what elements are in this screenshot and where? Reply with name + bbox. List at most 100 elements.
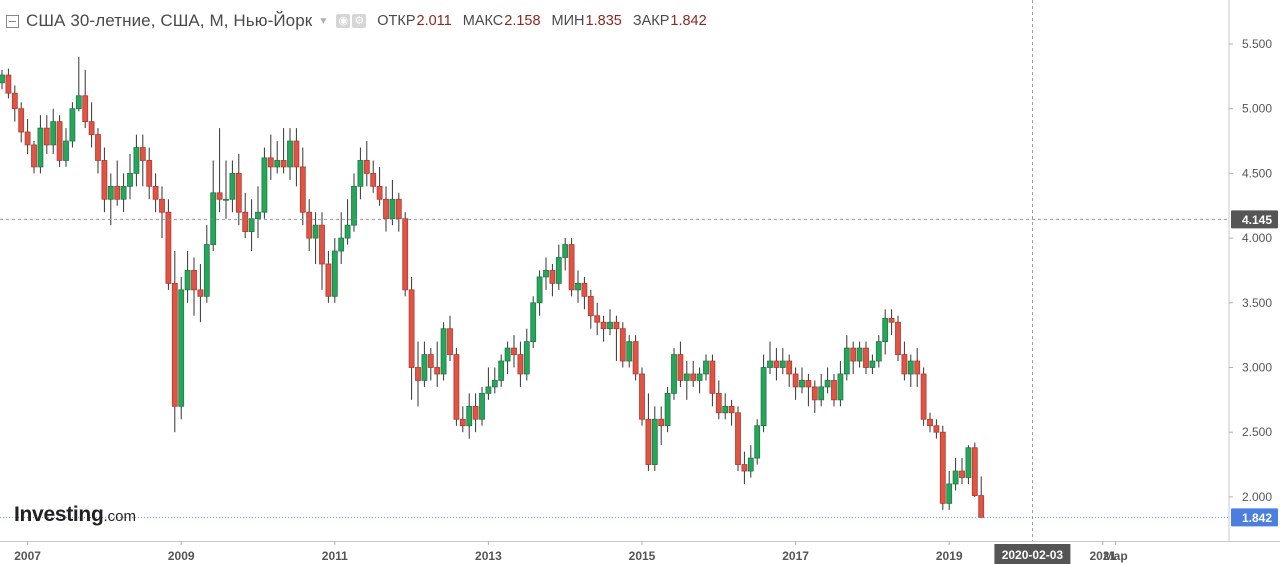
crosshair-price-tag (1231, 210, 1278, 229)
candle-up (530, 296, 537, 349)
candle-down (639, 367, 645, 426)
candle-body (440, 328, 447, 375)
candle-body (107, 185, 114, 200)
price-tick-label: 2.500 (1242, 425, 1272, 439)
candle-body (773, 360, 780, 368)
candle-up (466, 393, 473, 439)
candle-body (127, 172, 133, 187)
candle-body (818, 386, 825, 401)
candle-up (754, 419, 761, 465)
candle-down (159, 186, 165, 239)
candle-up (274, 141, 281, 174)
candle-down (594, 302, 601, 336)
time-tick-label: 2013 (475, 549, 502, 563)
candle-up (965, 445, 972, 484)
crosshair-date-label: 2020-02-03 (1002, 548, 1064, 562)
candle-body (261, 157, 268, 213)
collapse-icon[interactable] (6, 14, 19, 28)
candle-body (248, 218, 255, 233)
candle-body (82, 95, 89, 123)
candle-down (959, 458, 965, 484)
candle-down (5, 68, 12, 99)
eye-icon[interactable]: ◉ (336, 14, 351, 28)
candle-body (159, 198, 165, 213)
candle-body (741, 464, 748, 472)
candle-body (504, 347, 511, 362)
candle-body (351, 185, 357, 226)
chevron-down-icon[interactable]: ▼ (318, 15, 329, 27)
candle-up (824, 367, 831, 394)
candle-up (498, 354, 505, 387)
candle-up (536, 270, 543, 316)
candle-up (229, 160, 236, 213)
candle-down (31, 141, 37, 174)
candle-up (491, 367, 498, 394)
instrument-title[interactable]: США 30-летние, США, М, Нью-Йорк (26, 11, 313, 30)
candle-up (875, 335, 882, 368)
candle-body (754, 425, 761, 459)
candle-down (978, 476, 985, 519)
candle-down (299, 147, 306, 226)
candle-down (863, 341, 869, 374)
candle-body (319, 224, 325, 265)
candle-body (914, 360, 921, 375)
candle-body (811, 386, 818, 401)
candle-down (370, 160, 377, 193)
candle-body (0, 74, 5, 84)
candle-down (88, 102, 95, 148)
candle-down (325, 251, 332, 303)
candle-down (427, 348, 434, 381)
price-tick-label: 4.000 (1242, 231, 1272, 245)
candle-body (517, 354, 524, 375)
candle-up (869, 354, 876, 374)
candle-down (581, 276, 588, 310)
candle-body (101, 160, 108, 200)
candle-down (11, 85, 18, 122)
price-axis[interactable]: 2.000 2.500 3.000 3.500 4.000 4.500 5.000 5.500… (1229, 37, 1278, 527)
candle-body (171, 282, 178, 407)
candle-body (792, 373, 799, 388)
candle-down (56, 115, 63, 167)
candle-down (95, 128, 101, 174)
candle-body (927, 418, 933, 427)
candle-body (536, 276, 543, 304)
candle-body (178, 289, 185, 407)
candle-body (95, 134, 101, 161)
candle-body (581, 282, 588, 297)
candle-body (299, 166, 306, 213)
candle-body (850, 347, 857, 362)
candle-up (331, 238, 338, 303)
candle-up (626, 335, 633, 368)
candle-body (869, 360, 876, 368)
candle-body (677, 354, 684, 381)
low-value: 1.835 (585, 13, 622, 29)
crosshair-date-tag (994, 544, 1071, 564)
gear-icon[interactable]: ⚙ (352, 14, 367, 28)
candle-down (376, 166, 383, 206)
candle-up (523, 328, 530, 381)
candle-body (24, 131, 31, 146)
time-tick-label: 2019 (936, 549, 963, 563)
candle-up (37, 115, 44, 174)
candle-down (517, 341, 524, 387)
candle-body (242, 211, 249, 233)
candle-body (274, 160, 281, 168)
candle-body (415, 367, 421, 381)
candle-body (370, 172, 377, 187)
candle-body (491, 380, 498, 388)
candle-up (261, 147, 268, 219)
candle-up (504, 341, 511, 374)
candles (0, 56, 985, 519)
candle-up (843, 335, 850, 381)
candle-body (555, 257, 562, 284)
candle-body (43, 127, 50, 146)
candle-down (587, 289, 594, 329)
candle-up (703, 354, 709, 381)
candle-body (831, 380, 837, 401)
candle-body (651, 418, 658, 465)
candle-up (555, 244, 562, 290)
candle-up (747, 445, 754, 478)
candle-body (709, 360, 716, 394)
